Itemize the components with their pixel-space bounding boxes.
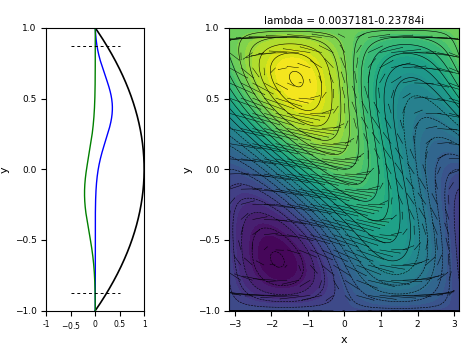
X-axis label: x: x: [340, 335, 347, 345]
Title: lambda = 0.0037181-0.23784i: lambda = 0.0037181-0.23784i: [264, 16, 424, 26]
Y-axis label: y: y: [0, 166, 9, 172]
Y-axis label: y: y: [182, 166, 192, 172]
